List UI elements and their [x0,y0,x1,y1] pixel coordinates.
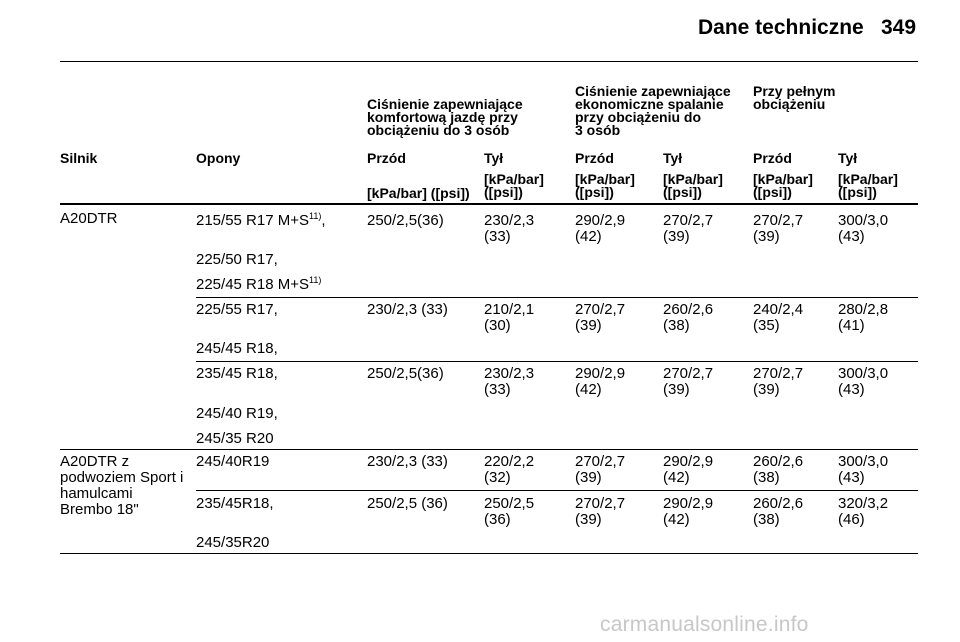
col-header-engine: Silnik [60,150,98,166]
tyre-cell: 215/55 R17 M+S11), [196,211,326,229]
pressure-cell: 270/2,7 (39) [753,212,804,245]
footnote-ref: 11) [309,211,322,221]
pressure-cell: 230/2,3 (33) [484,365,535,398]
pressure-cell: 220/2,2 (32) [484,453,535,486]
page-number: 349 [881,16,917,39]
tyre-cell: 245/40 R19, [196,405,278,422]
pressure-cell: 250/2,5(36) [484,495,535,528]
tyre-cell: 225/55 R17, [196,301,278,318]
pressure-cell: 230/2,3 (33) [367,453,448,470]
pressure-cell: 230/2,3 (33) [484,212,535,245]
footnote-ref: 11) [309,275,322,285]
pressure-cell: 320/3,2 (46) [838,495,889,528]
group-header-eco: Ciśnienie zapewniające ekonomiczne spala… [575,83,731,138]
unit-label: [kPa/bar] ([psi]) [484,171,544,200]
pressure-cell: 270/2,7 (39) [575,453,626,486]
row-separator [60,449,918,450]
col-header-front-full: Przód [753,150,792,166]
pressure-cell: 210/2,1 (30) [484,301,535,334]
pressure-cell: 260/2,6 (38) [753,495,804,528]
tyre-cell: 235/45 R18, [196,365,278,382]
pressure-cell: 290/2,9 (42) [663,495,714,528]
pressure-cell: 290/2,9 (42) [575,212,626,245]
unit-label: [kPa/bar] ([psi]) [663,171,723,200]
unit-label: [kPa/bar] ([psi]) [575,171,635,200]
tyre-cell: 245/40R19 [196,453,270,470]
pressure-cell: 300/3,0 (43) [838,453,889,486]
pressure-cell: 260/2,6 (38) [663,301,714,334]
watermark: carmanualsonline.info [600,613,809,636]
header-rule [60,61,918,62]
pressure-cell: 290/2,9 (42) [663,453,714,486]
pressure-cell: 230/2,3 (33) [367,301,448,318]
tyre-cell: 245/45 R18, [196,340,278,357]
pressure-cell: 250/2,5(36) [367,212,444,229]
pressure-cell: 250/2,5 (36) [367,495,448,512]
unit-label: [kPa/bar] ([psi]) [753,171,813,200]
tyre-cell: 225/45 R18 M+S11) [196,275,322,293]
row-separator [196,361,918,362]
row-separator [196,490,918,491]
row-separator [196,297,918,298]
table-bottom-rule [60,553,918,554]
tyre-cell: 245/35 R20 [196,430,274,447]
tyre-cell: 245/35R20 [196,534,270,551]
unit-label: [kPa/bar] ([psi]) [838,171,898,200]
tyre-cell: 225/50 R17, [196,251,278,268]
pressure-cell: 270/2,7 (39) [663,212,714,245]
pressure-cell: 260/2,6 (38) [753,453,804,486]
col-header-rear-comfort: Tył [484,150,504,166]
pressure-cell: 270/2,7 (39) [663,365,714,398]
pressure-cell: 250/2,5(36) [367,365,444,382]
pressure-cell: 280/2,8 (41) [838,301,889,334]
col-header-tyres: Opony [196,150,241,166]
header-separator [60,203,918,205]
pressure-cell: 270/2,7 (39) [753,365,804,398]
tyre-cell: 235/45R18, [196,495,274,512]
group-header-full-load: Przy pełnym obciążeniu [753,83,836,112]
col-header-front-comfort: Przód [367,150,406,166]
col-header-rear-eco: Tył [663,150,683,166]
pressure-cell: 300/3,0 (43) [838,365,889,398]
pressure-cell: 240/2,4 (35) [753,301,804,334]
pressure-cell: 290/2,9 (42) [575,365,626,398]
col-header-front-eco: Przód [575,150,614,166]
pressure-cell: 270/2,7 (39) [575,301,626,334]
col-header-rear-full: Tył [838,150,858,166]
unit-label: [kPa/bar] ([psi]) [367,185,470,201]
pressure-cell: 270/2,7 (39) [575,495,626,528]
group-header-comfort: Ciśnienie zapewniające komfortową jazdę … [367,96,523,138]
page-title: Dane techniczne [698,16,864,39]
engine-cell: A20DTR [60,210,118,227]
engine-cell: A20DTR z podwoziem Sport i hamulcami Bre… [60,453,184,518]
pressure-cell: 300/3,0 (43) [838,212,889,245]
